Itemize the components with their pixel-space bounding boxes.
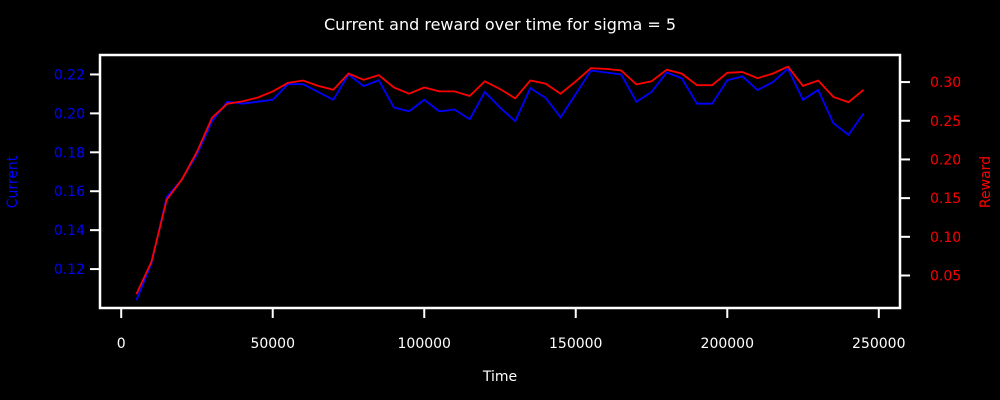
left-tick-label: 0.18 bbox=[54, 145, 85, 161]
right-tick-label: 0.30 bbox=[930, 75, 961, 91]
x-tick-label: 0 bbox=[117, 336, 126, 352]
left-axis-label: Current bbox=[5, 155, 21, 208]
x-axis-label: Time bbox=[482, 369, 517, 385]
left-tick-label: 0.16 bbox=[54, 184, 85, 200]
chart-title: Current and reward over time for sigma =… bbox=[324, 15, 676, 34]
left-tick-label: 0.22 bbox=[54, 67, 85, 83]
right-tick-label: 0.10 bbox=[930, 230, 961, 246]
right-tick-label: 0.25 bbox=[930, 114, 961, 130]
left-tick-label: 0.20 bbox=[54, 106, 85, 122]
right-tick-label: 0.05 bbox=[930, 269, 961, 285]
series-line-reward bbox=[135, 65, 865, 295]
left-tick-label: 0.14 bbox=[54, 223, 85, 239]
x-tick-label: 50000 bbox=[250, 336, 295, 352]
left-axis-ticks: 0.12 0.14 0.16 0.18 0.20 0.22 bbox=[54, 67, 100, 278]
right-tick-label: 0.15 bbox=[930, 191, 961, 207]
x-tick-label: 250000 bbox=[852, 336, 905, 352]
x-tick-label: 150000 bbox=[549, 336, 602, 352]
series-line-current bbox=[135, 67, 865, 301]
x-axis-ticks: 0 50000 100000 150000 200000 250000 bbox=[117, 308, 906, 352]
left-tick-label: 0.12 bbox=[54, 262, 85, 278]
plot-frame bbox=[98, 53, 902, 310]
x-tick-label: 100000 bbox=[398, 336, 451, 352]
x-tick-label: 200000 bbox=[701, 336, 754, 352]
right-tick-label: 0.20 bbox=[930, 152, 961, 168]
right-axis-label: Reward bbox=[978, 156, 994, 208]
right-axis-ticks: 0.05 0.10 0.15 0.20 0.25 0.30 bbox=[900, 75, 961, 285]
